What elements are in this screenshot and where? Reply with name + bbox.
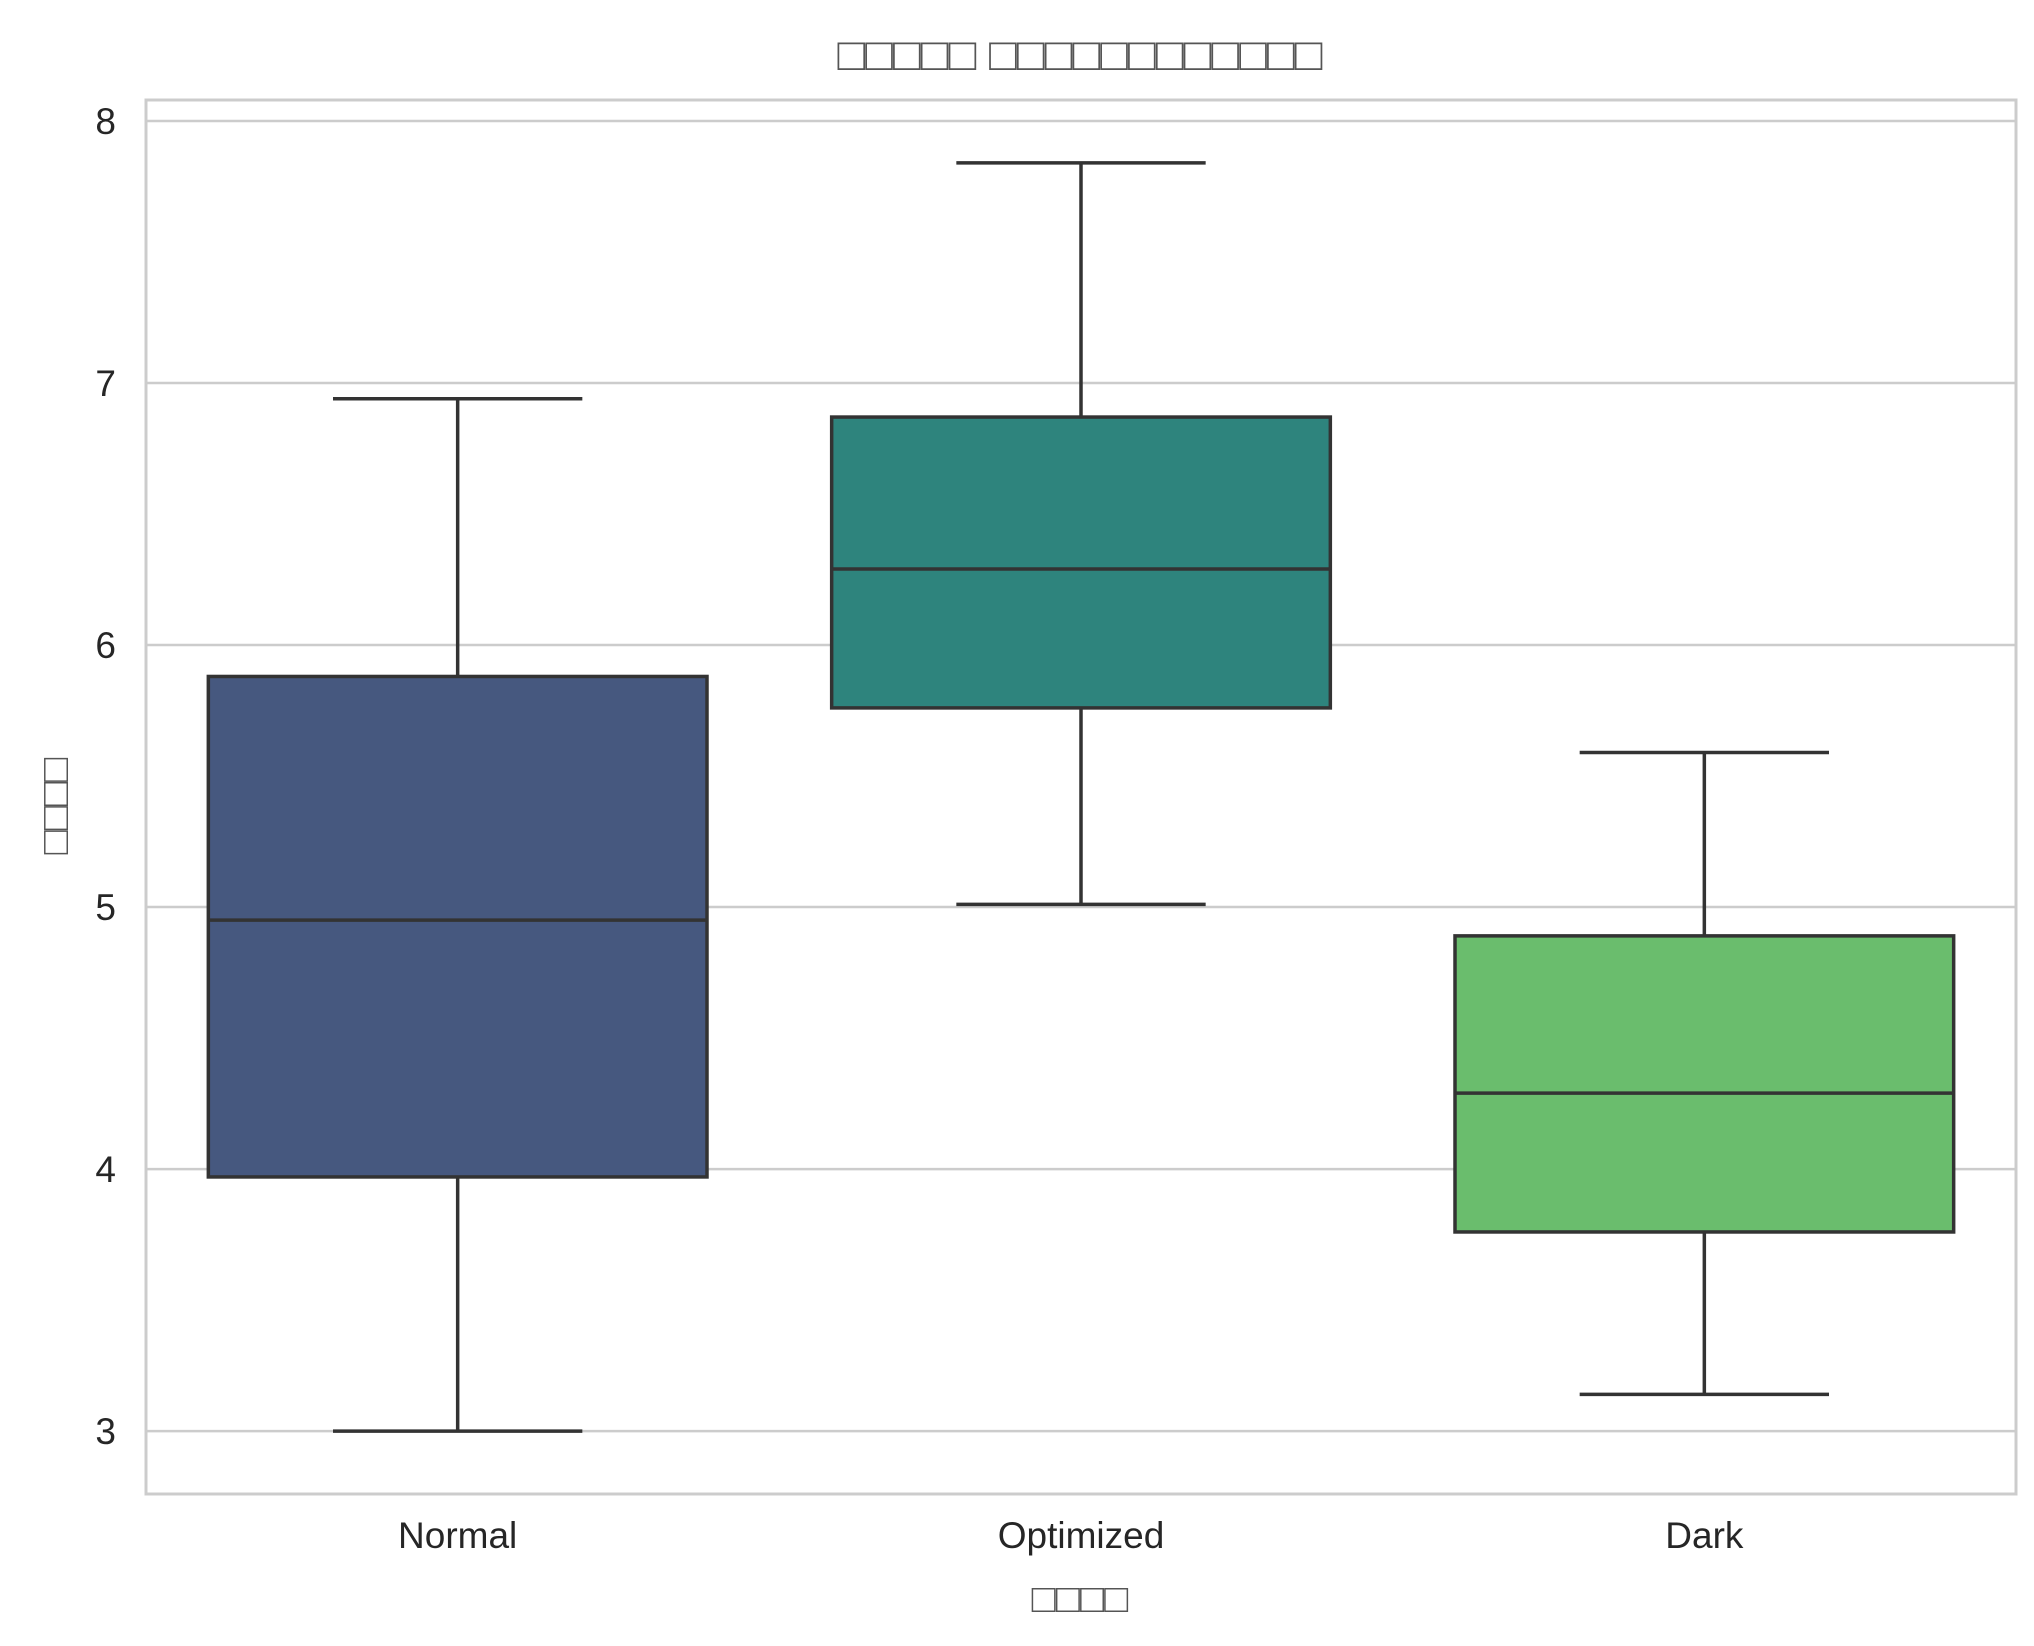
plot-frame — [144, 98, 2018, 1496]
x-tick-label-dark: Dark — [1665, 1515, 1744, 1556]
y-tick-label: 7 — [95, 363, 116, 404]
y-tick-label: 5 — [95, 887, 116, 928]
y-tick-label: 6 — [95, 625, 116, 666]
y-tick-label: 4 — [95, 1149, 116, 1190]
boxes — [206, 161, 1956, 1433]
y-axis-title: □□□□ — [33, 758, 77, 855]
box-dark — [1453, 934, 1956, 1234]
y-tick-labels: 3 4 5 6 7 8 — [95, 101, 116, 1452]
x-tick-label-normal: Normal — [398, 1515, 517, 1556]
x-axis-title: □□□□ — [1032, 1577, 1129, 1621]
x-tick-label-optimized: Optimized — [998, 1515, 1165, 1556]
box-optimized — [829, 415, 1333, 710]
y-tick-label: 8 — [95, 101, 116, 142]
box-normal — [206, 674, 709, 1179]
chart-title: □□□□□ □□□□□□□□□□□□ — [837, 28, 1322, 80]
y-tick-label: 3 — [95, 1411, 116, 1452]
x-tick-labels: Normal Optimized Dark — [398, 1515, 1744, 1556]
